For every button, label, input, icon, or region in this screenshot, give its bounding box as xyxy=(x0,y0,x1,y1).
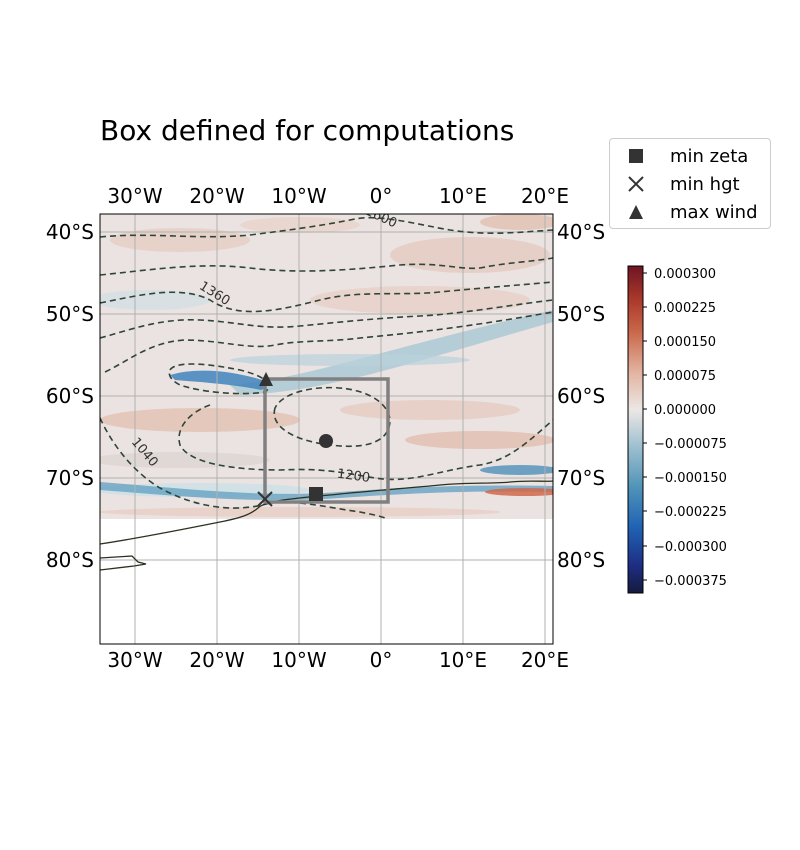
x-ticks-bottom: 30°W 20°W 10°W 0° 10°E 20°E xyxy=(107,648,569,672)
triangle-icon xyxy=(626,202,646,222)
chart-title: Box defined for computations xyxy=(100,114,515,147)
y-tick-label: 60°S xyxy=(46,384,94,408)
legend-entry-max-wind: max wind xyxy=(626,201,758,223)
colorbar-tick-label: 0.000150 xyxy=(654,335,716,350)
y-tick-label: 40°S xyxy=(557,220,605,244)
y-tick-label: 50°S xyxy=(557,302,605,326)
legend-label: min hgt xyxy=(670,173,740,195)
height-contours xyxy=(100,216,553,519)
x-tick-label: 10°W xyxy=(271,648,326,672)
colorbar-tick-label: −0.000300 xyxy=(654,540,727,555)
legend-label: min zeta xyxy=(670,145,749,167)
y-tick-label: 70°S xyxy=(557,466,605,490)
y-ticks-left: 40°S 50°S 60°S 70°S 80°S xyxy=(46,220,94,572)
map-frame xyxy=(99,213,554,645)
x-tick-label: 0° xyxy=(370,648,393,672)
x-tick-label: 10°E xyxy=(439,184,487,208)
x-tick-label: 0° xyxy=(370,184,393,208)
coastline xyxy=(100,480,553,571)
y-ticks-right: 40°S 50°S 60°S 70°S 80°S xyxy=(557,220,605,572)
x-tick-label: 20°W xyxy=(189,648,244,672)
max-wind-marker xyxy=(259,372,273,386)
colorbar-tick-label: −0.000225 xyxy=(654,505,727,520)
colorbar-tick-labels: 0.000300 0.000225 0.000150 0.000075 0.00… xyxy=(654,267,727,589)
y-tick-label: 70°S xyxy=(46,466,94,490)
x-tick-label: 20°W xyxy=(189,184,244,208)
legend: min zeta min hgt max wind xyxy=(609,138,771,229)
x-tick-label: 20°E xyxy=(521,648,569,672)
colorbar-tick-label: −0.000075 xyxy=(654,437,727,452)
center-marker xyxy=(319,434,333,448)
colorbar-tick-label: 0.000300 xyxy=(654,267,716,282)
x-tick-label: 10°W xyxy=(271,184,326,208)
x-tick-label: 30°W xyxy=(107,648,162,672)
graticule xyxy=(100,214,553,644)
colorbar-tick-label: −0.000375 xyxy=(654,574,727,589)
colorbar-tick-label: 0.000225 xyxy=(654,301,716,316)
x-ticks-top: 30°W 20°W 10°W 0° 10°E 20°E xyxy=(107,184,569,208)
y-tick-label: 40°S xyxy=(46,220,94,244)
colorbar-tick-label: −0.000150 xyxy=(654,471,727,486)
colorbar-tick-label: 0.000000 xyxy=(654,403,716,418)
legend-entry-min-zeta: min zeta xyxy=(626,145,748,167)
marker-layer xyxy=(257,372,333,507)
y-tick-label: 80°S xyxy=(557,548,605,572)
colorbar-ticks xyxy=(643,272,647,581)
legend-label: max wind xyxy=(670,201,758,223)
y-tick-label: 60°S xyxy=(557,384,605,408)
y-tick-label: 50°S xyxy=(46,302,94,326)
x-tick-label: 20°E xyxy=(521,184,569,208)
x-icon xyxy=(626,174,646,194)
legend-entry-min-hgt: min hgt xyxy=(626,173,740,195)
x-tick-label: 30°W xyxy=(107,184,162,208)
square-icon xyxy=(626,146,646,166)
x-tick-label: 10°E xyxy=(439,648,487,672)
min-zeta-marker xyxy=(309,487,323,501)
colorbar-tick-label: 0.000075 xyxy=(654,369,716,384)
contour-label-1200: 1200 xyxy=(336,467,371,486)
y-tick-label: 80°S xyxy=(46,548,94,572)
colorbar xyxy=(627,265,644,594)
min-hgt-marker xyxy=(257,491,273,507)
field-patches xyxy=(100,214,553,517)
computation-box xyxy=(263,377,390,504)
